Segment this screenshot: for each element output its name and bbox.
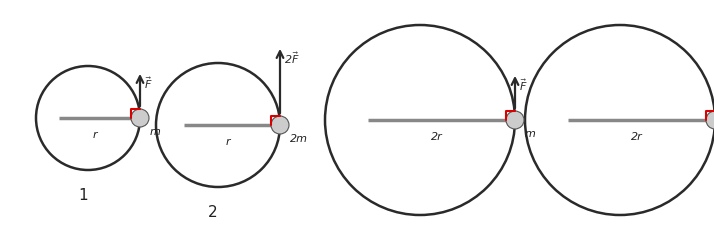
- Text: m: m: [150, 127, 161, 137]
- Circle shape: [706, 111, 714, 129]
- Circle shape: [271, 116, 289, 134]
- Text: $\vec{F}$: $\vec{F}$: [144, 75, 153, 91]
- Text: r: r: [225, 137, 230, 147]
- Text: r: r: [93, 130, 98, 140]
- Text: $\vec{F}$: $\vec{F}$: [519, 77, 528, 93]
- Text: 2r: 2r: [631, 132, 643, 142]
- Circle shape: [131, 109, 149, 127]
- Text: 2$\vec{F}$: 2$\vec{F}$: [284, 50, 300, 66]
- Text: 1: 1: [79, 188, 88, 203]
- Text: 2m: 2m: [290, 134, 308, 144]
- Text: 2: 2: [208, 205, 218, 220]
- Text: m: m: [525, 129, 536, 139]
- Text: 2r: 2r: [431, 132, 443, 142]
- Circle shape: [506, 111, 524, 129]
